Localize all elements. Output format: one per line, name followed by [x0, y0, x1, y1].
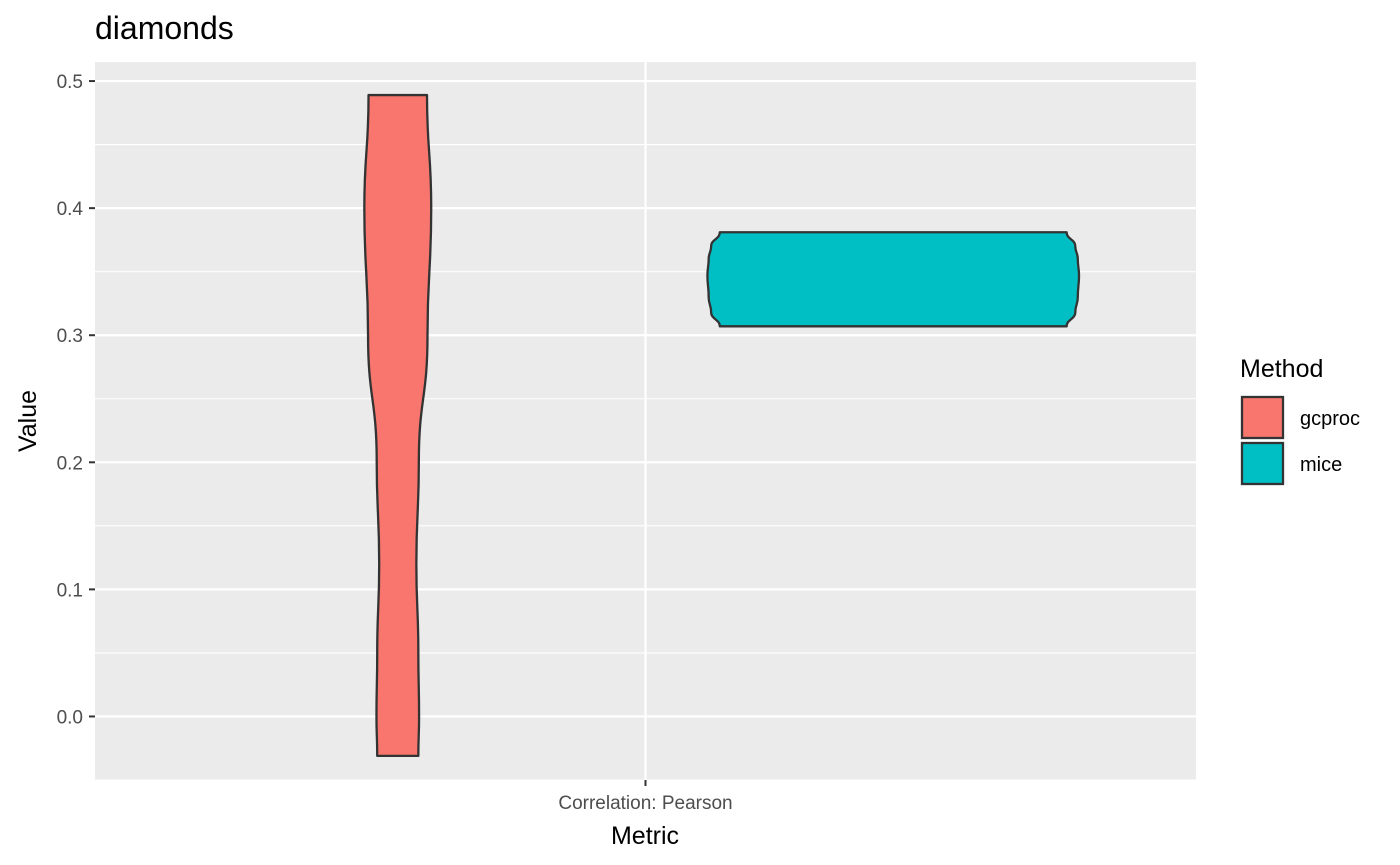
x-tick-label: Correlation: Pearson	[558, 793, 732, 814]
y-tick-label: 0.0	[57, 707, 83, 728]
y-tick-label: 0.5	[57, 72, 83, 93]
y-axis: 0.0 0.1 0.2 0.3 0.4 0.5	[57, 72, 95, 728]
y-tick-label: 0.4	[57, 199, 84, 220]
legend-title: Method	[1240, 355, 1323, 383]
y-tick-label: 0.1	[57, 580, 83, 601]
legend: Method gcproc mice	[1240, 355, 1360, 486]
y-tick-label: 0.3	[57, 326, 83, 347]
legend-key-mice	[1240, 441, 1285, 486]
x-axis-title: Metric	[611, 822, 679, 850]
violin-gcproc	[363, 93, 433, 758]
legend-label: gcproc	[1300, 408, 1360, 430]
y-axis-title: Value	[14, 390, 42, 452]
grid-lines	[95, 62, 1196, 781]
legend-key-gcproc	[1240, 395, 1285, 440]
y-tick-label: 0.2	[57, 453, 83, 474]
violin-mice	[706, 231, 1081, 328]
violins	[363, 93, 1081, 758]
x-axis: Correlation: Pearson	[558, 780, 733, 814]
chart-title: diamonds	[95, 10, 234, 46]
legend-label: mice	[1300, 454, 1342, 476]
